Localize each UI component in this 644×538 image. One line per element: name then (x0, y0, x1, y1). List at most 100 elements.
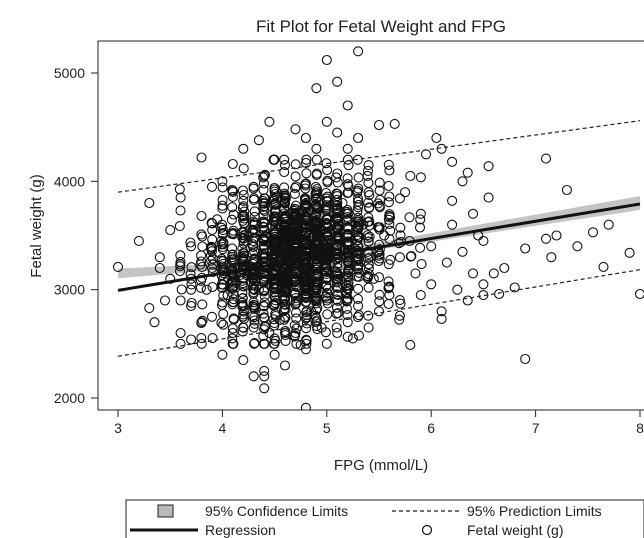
data-point (196, 152, 207, 163)
data-point (197, 241, 208, 252)
data-point (217, 229, 229, 240)
data-point (227, 186, 239, 197)
data-point (239, 206, 250, 217)
data-point (249, 318, 260, 329)
data-point (301, 338, 312, 349)
data-point (352, 224, 363, 236)
data-point (384, 209, 395, 220)
data-point (248, 301, 259, 312)
data-point (499, 262, 510, 274)
data-point (207, 281, 218, 293)
data-point (373, 119, 385, 131)
data-point (331, 188, 342, 199)
data-point (332, 76, 343, 87)
data-point (237, 287, 248, 299)
data-point (353, 330, 365, 341)
data-point (270, 221, 281, 232)
x-tick-label: 6 (427, 420, 435, 436)
data-point (228, 209, 239, 220)
data-point (249, 312, 260, 323)
data-point (290, 232, 301, 243)
y-tick-label: 3000 (54, 282, 85, 298)
data-point (310, 201, 321, 212)
data-point (290, 171, 301, 182)
data-point (259, 324, 270, 335)
data-point (520, 243, 531, 254)
data-point (248, 322, 259, 333)
data-point (457, 176, 468, 187)
data-point (258, 284, 270, 295)
data-point (238, 195, 249, 206)
data-point (227, 338, 238, 349)
data-point (341, 303, 352, 314)
data-point (268, 216, 279, 227)
data-point (269, 300, 280, 311)
data-point (206, 262, 218, 274)
data-point (165, 225, 176, 236)
data-point (363, 197, 374, 208)
data-point (217, 182, 228, 193)
data-point (218, 258, 229, 269)
data-point (291, 228, 302, 239)
data-point (206, 255, 217, 266)
data-point (384, 290, 395, 301)
data-point (572, 241, 583, 252)
data-point (363, 259, 374, 270)
data-point (352, 217, 363, 228)
data-point (311, 226, 322, 237)
confidence-band (118, 196, 640, 279)
data-point (494, 288, 505, 300)
data-point (301, 323, 312, 334)
data-point (290, 275, 302, 286)
data-point (312, 324, 323, 335)
scatter-points (112, 46, 644, 410)
data-point (509, 282, 520, 293)
y-axis-ticks: 2000 3000 4000 5000 (54, 65, 98, 406)
data-point (405, 339, 416, 350)
data-point (258, 222, 269, 233)
data-point (540, 153, 552, 164)
data-point (321, 203, 332, 214)
data-point (321, 273, 332, 284)
data-point (217, 244, 228, 255)
data-point (279, 274, 290, 285)
data-point (217, 225, 229, 236)
data-point (395, 222, 406, 233)
data-point (331, 302, 343, 313)
data-point (259, 365, 270, 376)
data-point (217, 200, 228, 211)
data-point (291, 181, 302, 192)
data-point (332, 233, 343, 244)
data-point (280, 268, 291, 279)
data-point (394, 314, 405, 325)
data-point (310, 295, 321, 306)
data-point (290, 242, 301, 253)
data-point (258, 308, 269, 319)
data-point (274, 314, 285, 326)
data-point (197, 299, 208, 310)
data-point (410, 268, 421, 279)
data-point (483, 192, 494, 203)
data-point (270, 243, 281, 254)
data-point (248, 233, 259, 244)
data-point (374, 202, 385, 213)
data-point (207, 224, 218, 235)
data-point (216, 300, 227, 311)
legend-observed-marker (421, 524, 433, 536)
data-point (279, 182, 290, 193)
data-point (218, 319, 229, 330)
data-point (290, 159, 301, 170)
data-point (337, 279, 348, 290)
data-point (238, 163, 249, 174)
data-point (218, 237, 229, 248)
data-point (384, 234, 395, 245)
data-point (279, 299, 290, 310)
data-point (249, 303, 260, 315)
data-point (331, 308, 342, 319)
data-point (269, 349, 280, 360)
data-point (332, 127, 343, 138)
legend-observed-label: Fetal weight (g) (467, 522, 563, 538)
data-point (280, 210, 291, 221)
data-point (279, 196, 290, 208)
data-point (227, 276, 238, 287)
